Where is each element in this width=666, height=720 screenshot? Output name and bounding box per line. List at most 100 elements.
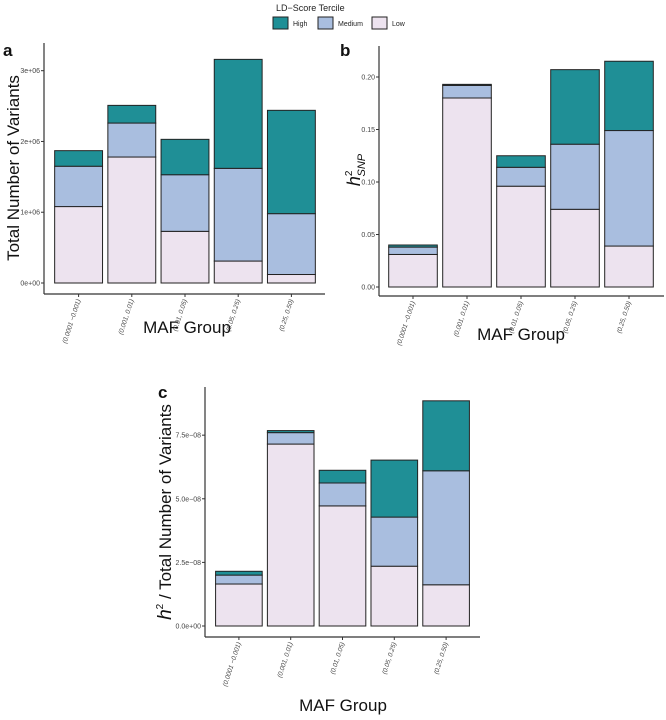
- bar-segment-low: [370, 565, 419, 627]
- panel-letter: c: [158, 383, 167, 402]
- legend-swatch-medium: [317, 16, 334, 30]
- x-tick-label: (0.001, 0.01): [453, 300, 471, 337]
- bar-segment-medium: [107, 122, 157, 158]
- y-tick-label: 1e+06: [20, 210, 40, 217]
- panel-b: b h2SNP MAF Group 0.00 0.05 0.10 0.15 0.20 (0…: [340, 41, 664, 346]
- bar-segment-low: [213, 260, 263, 284]
- y-label-sup: 2: [344, 170, 355, 176]
- panel-letter: b: [340, 41, 350, 60]
- bar-segment-medium: [318, 482, 367, 507]
- legend-swatch-low: [371, 16, 388, 30]
- y-tick-label: 0.05: [361, 232, 375, 239]
- bar-segment-high: [370, 459, 419, 518]
- x-tick-label: (0.05, 0.25): [381, 641, 398, 675]
- bar-segment-high: [215, 570, 263, 576]
- bar-segment-high: [422, 400, 470, 472]
- y-tick-label: 3e+06: [20, 68, 40, 75]
- bar-segment-low: [266, 274, 316, 284]
- bar-segment-medium: [215, 574, 263, 585]
- y-axis-label: h2SNP: [344, 153, 368, 186]
- legend-title: LD−Score Tercile: [276, 3, 345, 13]
- bar-segment-medium: [442, 84, 492, 99]
- bar-segment-medium: [54, 165, 104, 208]
- x-tick-label: (0.0001 −0.001): [396, 300, 417, 346]
- x-tick-label: (0.25, 0.50): [433, 641, 450, 675]
- legend-swatch-high: [272, 16, 289, 30]
- bar-segment-high: [496, 155, 546, 168]
- x-tick-label: (0.0001 −0.001): [222, 641, 243, 687]
- y-tick-label: 0.15: [361, 127, 375, 134]
- y-label-sup: 2: [155, 603, 166, 609]
- x-tick-label: (0.25, 0.50): [278, 298, 295, 332]
- bar-segment-medium: [160, 174, 210, 232]
- bar-segment-medium: [550, 143, 600, 210]
- legend-label-low: Low: [392, 21, 406, 28]
- y-tick-label: 7.5e−08: [176, 433, 202, 440]
- y-label-rest: / Total Number of Variants: [156, 404, 175, 604]
- x-axis-label: MAF Group: [299, 696, 387, 715]
- legend: LD−Score Tercile High Medium Low: [272, 3, 406, 30]
- x-axis-label: MAF Group: [143, 318, 231, 337]
- y-tick-label: 2.5e−08: [176, 560, 202, 567]
- bar-segment-high: [266, 109, 316, 215]
- bar-segment-low: [422, 584, 470, 627]
- bar-segment-high: [160, 138, 210, 176]
- svg-text:h2 / Total Number of Variants: h2 / Total Number of Variants: [155, 404, 176, 620]
- bar-segment-high: [107, 104, 157, 124]
- bar-segment-low: [107, 156, 157, 284]
- y-label-h: h: [155, 609, 176, 620]
- bar-segment-low: [496, 185, 546, 288]
- y-label-sub: SNP: [356, 153, 368, 176]
- bar-segment-low: [318, 505, 367, 627]
- bar-segment-low: [442, 97, 492, 288]
- y-axis-label: Total Number of Variants: [4, 75, 23, 261]
- bar-segment-high: [550, 69, 600, 145]
- x-tick-label: (0.05, 0.25): [562, 300, 579, 334]
- bar-segment-medium: [266, 432, 315, 445]
- bar-segment-medium: [213, 167, 263, 262]
- y-tick-label: 0.10: [361, 180, 375, 187]
- bar-segment-medium: [388, 246, 438, 255]
- y-tick-label: 0e+00: [20, 281, 40, 288]
- x-tick-label: (0.0001 −0.001): [62, 298, 83, 344]
- bar-segment-high: [604, 60, 654, 132]
- bar-segment-low: [266, 443, 315, 627]
- y-axis-label: h2 / Total Number of Variants: [155, 404, 176, 620]
- bar-segment-high: [442, 83, 492, 86]
- bar-segment-low: [160, 230, 210, 284]
- bar-segment-medium: [370, 516, 419, 567]
- y-tick-label: 2e+06: [20, 139, 40, 146]
- x-tick-label: (0.25, 0.50): [616, 300, 633, 334]
- svg-text:h2SNP: h2SNP: [344, 153, 368, 186]
- x-axis-label: MAF Group: [477, 325, 565, 344]
- bar-segment-high: [213, 58, 263, 169]
- bar-segment-low: [388, 253, 438, 288]
- bar-segment-low: [215, 583, 263, 627]
- x-tick-label: (0.001, 0.01): [118, 298, 136, 335]
- y-label-h: h: [344, 176, 364, 186]
- panel-c: c h2 / Total Number of Variants MAF Grou…: [155, 383, 480, 715]
- bar-segment-medium: [422, 470, 470, 586]
- y-tick-label: 5.0e−08: [176, 496, 202, 503]
- bar-segment-low: [604, 245, 654, 288]
- bar-segment-medium: [266, 213, 316, 276]
- y-tick-label: 0.20: [361, 75, 375, 82]
- x-tick-label: (0.05, 0.25): [225, 298, 242, 332]
- bar-segment-low: [550, 208, 600, 288]
- panel-letter: a: [3, 41, 13, 60]
- bar-segment-high: [318, 469, 367, 484]
- panel-a: a Total Number of Variants MAF Group 0e+…: [3, 41, 325, 344]
- bar-segment-low: [54, 206, 104, 284]
- bar-segment-medium: [496, 166, 546, 187]
- bar-segment-high: [266, 430, 315, 434]
- x-tick-label: (0.001, 0.01): [277, 641, 295, 678]
- y-tick-label: 0.00: [361, 285, 375, 292]
- bar-segment-medium: [604, 130, 654, 247]
- x-tick-label: (0.01, 0.05): [329, 641, 346, 675]
- bar-segment-high: [54, 150, 104, 167]
- y-tick-label: 0.0e+00: [176, 624, 202, 631]
- bar-segment-high: [388, 244, 438, 248]
- legend-label-high: High: [293, 21, 308, 28]
- legend-label-medium: Medium: [338, 21, 363, 28]
